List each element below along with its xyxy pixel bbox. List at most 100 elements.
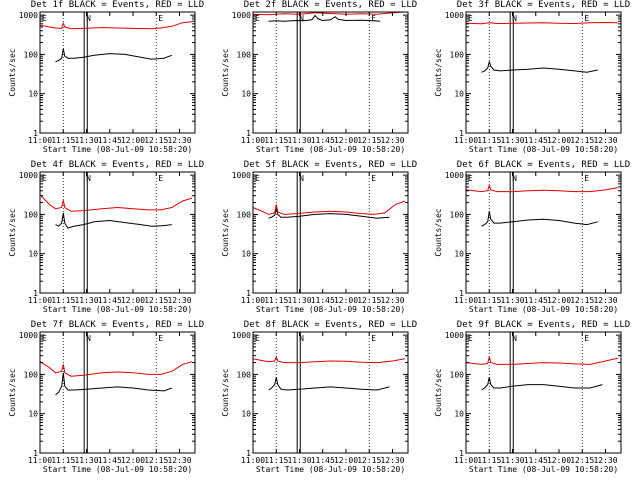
y-tick-label: 1000 [19,171,38,180]
x-tick-label: 12:00 [121,136,145,145]
marker-label: E [371,14,376,23]
x-tick-label: 11:15 [51,136,75,145]
y-tick-label: 100 [237,370,252,379]
series-events [481,377,603,391]
x-axis-label: Start Time (08-Jul-09 10:58:20) [469,465,618,474]
panel-3: Det 3f BLACK = Events, RED = LLD E N E 11:00… [434,0,630,154]
y-tick-label: 10 [241,250,251,259]
x-tick-label: 12:15 [570,296,594,305]
panel-5: Det 5f BLACK = Events, RED = LLD E N E 11:00… [221,160,417,314]
x-tick-label: 12:15 [357,296,381,305]
y-tick-label: 10 [241,90,251,99]
x-axis-label: Start Time (08-Jul-09 10:58:20) [469,145,618,154]
x-tick-label: 11:45 [311,456,335,465]
y-axis-label: Counts/sec [221,368,230,416]
x-tick-label: 11:30 [287,136,311,145]
x-tick-label: 11:45 [311,136,335,145]
y-axis-label: Counts/sec [8,208,17,256]
marker-label: E [158,174,163,183]
marker-label: E [158,334,163,343]
marker-label: N [512,174,517,183]
y-tick-label: 100 [450,370,465,379]
x-tick-label: 12:00 [547,456,571,465]
x-axis-label: Start Time (08-Jul-09 10:58:20) [256,145,405,154]
x-tick-label: 11:45 [524,296,548,305]
x-tick-label: 11:30 [500,456,524,465]
series-lld [252,355,405,364]
x-tick-label: 11:30 [500,296,524,305]
x-tick-label: 12:30 [167,456,191,465]
series-events [55,372,172,396]
y-tick-label: 1 [246,289,251,298]
marker-label: N [299,174,304,183]
panel-title: Det 3f BLACK = Events, RED = LLD [457,0,630,10]
y-tick-label: 1 [459,289,464,298]
y-tick-label: 1 [33,129,38,138]
y-tick-label: 1000 [445,331,464,340]
series-events [481,60,598,73]
y-tick-label: 1 [459,449,464,458]
y-tick-label: 1000 [19,11,38,20]
x-axis-label: Start Time (08-Jul-09 10:58:20) [43,465,192,474]
panel-6: Det 6f BLACK = Events, RED = LLD E N E 11:00… [434,160,630,314]
plot-frame [39,171,196,294]
marker-label: N [299,334,304,343]
marker-label: E [371,174,376,183]
panel-title: Det 4f BLACK = Events, RED = LLD [31,160,204,170]
y-tick-label: 1 [246,449,251,458]
x-tick-label: 11:45 [524,136,548,145]
y-axis-label: Counts/sec [434,368,443,416]
x-tick-label: 11:00 [28,456,52,465]
x-tick-label: 12:00 [121,456,145,465]
y-tick-label: 10 [454,410,464,419]
y-axis-label: Counts/sec [434,48,443,96]
x-tick-label: 12:15 [144,136,168,145]
panel-7: Det 7f BLACK = Events, RED = LLD E N E 11:00… [8,320,204,474]
x-tick-label: 12:15 [570,136,594,145]
x-tick-label: 12:00 [334,456,358,465]
series-lld [465,183,618,193]
x-tick-label: 12:30 [380,136,404,145]
marker-label: E [255,334,260,343]
y-tick-label: 1000 [232,11,251,20]
x-tick-label: 11:15 [477,296,501,305]
marker-label: N [512,14,517,23]
series-lld [39,21,192,30]
x-tick-label: 12:30 [380,456,404,465]
x-axis-label: Start Time (08-Jul-09 10:58:20) [256,305,405,314]
y-tick-label: 10 [454,250,464,259]
y-tick-label: 100 [24,210,39,219]
marker-label: E [468,174,473,183]
x-tick-label: 11:45 [524,456,548,465]
x-tick-label: 11:15 [51,456,75,465]
panel-2: Det 2f BLACK = Events, RED = LLD E N E 11:00… [221,0,417,154]
series-events [55,48,172,63]
y-tick-label: 10 [28,90,38,99]
plot-frame [465,171,622,294]
y-tick-label: 1000 [232,331,251,340]
marker-label: N [86,14,91,23]
y-tick-label: 100 [24,370,39,379]
x-tick-label: 12:15 [144,296,168,305]
series-events [55,212,172,229]
x-tick-label: 11:00 [28,296,52,305]
series-lld [39,194,193,212]
y-tick-label: 10 [454,90,464,99]
marker-label: N [299,14,304,23]
marker-label: E [42,174,47,183]
x-tick-label: 11:15 [477,136,501,145]
x-tick-label: 12:30 [593,136,617,145]
y-tick-label: 1 [246,129,251,138]
x-tick-label: 12:30 [593,456,617,465]
x-tick-label: 12:15 [357,456,381,465]
marker-label: E [584,14,589,23]
x-tick-label: 11:15 [264,296,288,305]
plot-frame [252,171,409,294]
panel-1: Det 1f BLACK = Events, RED = LLD E N E 11:00… [8,0,204,154]
x-axis-label: Start Time (08-Jul-09 10:58:20) [469,305,618,314]
x-tick-label: 12:30 [593,296,617,305]
y-axis-label: Counts/sec [221,208,230,256]
x-tick-label: 12:15 [570,456,594,465]
x-tick-label: 11:15 [264,456,288,465]
